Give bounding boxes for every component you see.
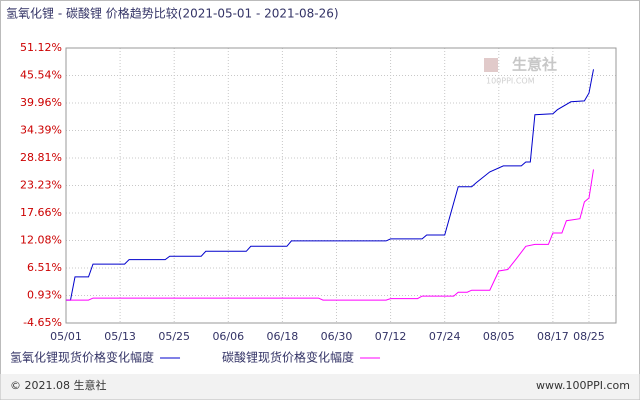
y-tick-label: 28.81%	[20, 151, 62, 164]
x-tick-label: 08/17	[537, 330, 569, 343]
watermark-name: 生意社	[512, 56, 557, 74]
x-tick-label: 05/13	[104, 330, 136, 343]
x-tick-label: 07/12	[375, 330, 407, 343]
legend-label: 氢氧化锂现货价格变化幅度	[10, 350, 154, 365]
plot-frame	[65, 47, 617, 324]
footer-right: www.100PPI.com	[536, 379, 630, 392]
x-tick-label: 06/18	[267, 330, 299, 343]
watermark-url: 100PPI.COM	[486, 77, 535, 86]
x-tick-label: 05/25	[158, 330, 190, 343]
watermark-icon	[484, 58, 498, 72]
watermark: 生意社 100PPI.COM	[484, 56, 557, 86]
y-tick-label: 45.54%	[20, 69, 62, 82]
x-tick-label: 06/30	[321, 330, 353, 343]
y-tick-label: 17.66%	[20, 206, 62, 219]
y-tick-label: 0.93%	[27, 288, 62, 301]
series-line	[66, 169, 594, 301]
y-tick-label: 39.96%	[20, 96, 62, 109]
footer-band	[0, 374, 640, 400]
y-tick-label: 34.39%	[20, 123, 62, 136]
chart-title: 氢氧化锂 - 碳酸锂 价格趋势比较(2021-05-01 - 2021-08-2…	[6, 6, 339, 21]
series-line	[66, 69, 594, 301]
y-tick-label: -4.65%	[23, 316, 62, 329]
y-tick-label: 12.08%	[20, 234, 62, 247]
y-tick-label: 23.23%	[20, 179, 62, 192]
x-tick-label: 07/24	[429, 330, 461, 343]
x-tick-label: 08/25	[573, 330, 605, 343]
y-tick-label: 51.12%	[20, 41, 62, 54]
x-tick-label: 05/01	[50, 330, 82, 343]
x-tick-label: 08/05	[483, 330, 515, 343]
footer-left: © 2021.08 生意社	[10, 378, 106, 392]
x-tick-label: 06/06	[212, 330, 244, 343]
legend-label: 碳酸锂现货价格变化幅度	[222, 350, 354, 365]
y-tick-label: 6.51%	[27, 261, 62, 274]
